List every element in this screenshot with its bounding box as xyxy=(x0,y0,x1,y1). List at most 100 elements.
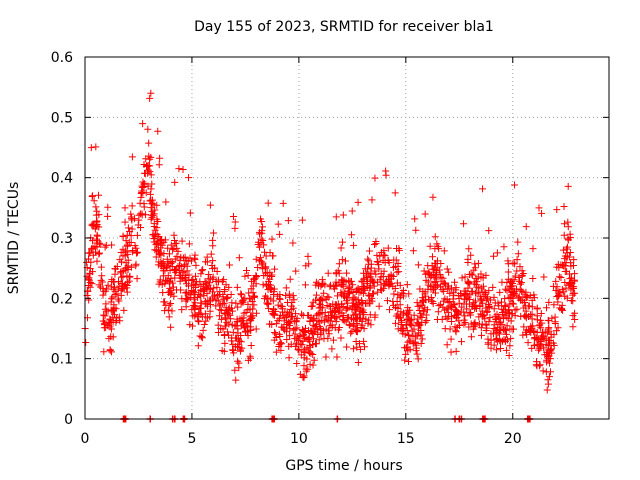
data-point xyxy=(275,330,283,338)
data-point xyxy=(564,223,572,231)
data-point xyxy=(143,162,151,170)
data-point xyxy=(305,349,313,357)
data-point xyxy=(226,315,234,323)
data-point xyxy=(304,311,312,319)
data-point xyxy=(414,261,422,269)
data-point xyxy=(493,249,501,257)
data-point xyxy=(460,320,468,328)
data-point xyxy=(528,296,536,304)
data-point xyxy=(511,181,519,189)
data-point xyxy=(155,258,163,266)
data-point xyxy=(247,341,255,349)
data-point xyxy=(435,302,443,310)
data-point xyxy=(171,274,179,282)
data-point xyxy=(274,301,282,309)
data-point xyxy=(342,318,350,326)
data-point xyxy=(307,327,315,335)
data-point xyxy=(512,291,520,299)
data-point xyxy=(484,340,492,348)
data-point xyxy=(324,334,332,342)
data-point xyxy=(507,294,515,302)
data-point xyxy=(560,231,568,239)
data-point xyxy=(269,297,277,305)
data-point xyxy=(493,327,501,335)
data-point xyxy=(355,300,363,308)
data-point xyxy=(548,314,556,322)
data-point xyxy=(289,239,297,247)
data-point xyxy=(471,260,479,268)
data-point xyxy=(428,297,436,305)
data-point xyxy=(87,245,95,253)
data-point xyxy=(338,290,346,298)
data-point xyxy=(170,292,178,300)
x-tick-label: 0 xyxy=(81,431,90,447)
data-point xyxy=(104,281,112,289)
data-point xyxy=(101,305,109,313)
data-point xyxy=(414,332,422,340)
data-point xyxy=(243,319,251,327)
data-point xyxy=(368,196,376,204)
data-point xyxy=(431,245,439,253)
data-point xyxy=(214,329,222,337)
data-point xyxy=(364,291,372,299)
data-point xyxy=(443,315,451,323)
data-point xyxy=(390,290,398,298)
data-point xyxy=(279,312,287,320)
data-point xyxy=(221,339,229,347)
data-point xyxy=(191,289,199,297)
data-point xyxy=(546,368,554,376)
data-point xyxy=(344,284,352,292)
data-point xyxy=(403,281,411,289)
data-point xyxy=(126,272,134,280)
data-point xyxy=(179,254,187,262)
data-point xyxy=(178,306,186,314)
data-point xyxy=(203,258,211,266)
data-point xyxy=(438,286,446,294)
data-point xyxy=(471,321,479,329)
data-point xyxy=(360,337,368,345)
data-point xyxy=(478,307,486,315)
data-point xyxy=(429,286,437,294)
data-point xyxy=(162,198,170,206)
data-point xyxy=(437,260,445,268)
y-tick-label: 0.3 xyxy=(51,231,73,247)
data-point xyxy=(487,296,495,304)
data-point xyxy=(556,304,564,312)
data-point xyxy=(305,347,313,355)
data-point xyxy=(185,290,193,298)
data-point xyxy=(288,312,296,320)
data-point xyxy=(418,294,426,302)
data-point xyxy=(398,324,406,332)
data-point xyxy=(88,280,96,288)
data-point xyxy=(449,295,457,303)
data-point xyxy=(472,289,480,297)
data-point xyxy=(346,321,354,329)
data-point xyxy=(318,280,326,288)
data-point xyxy=(452,313,460,321)
data-point xyxy=(516,263,524,271)
data-point xyxy=(502,330,510,338)
data-point xyxy=(195,318,203,326)
data-point xyxy=(111,265,119,273)
data-point xyxy=(327,308,335,316)
data-point xyxy=(133,249,141,257)
y-tick-label: 0.5 xyxy=(51,110,73,126)
data-point xyxy=(552,277,560,285)
data-point xyxy=(395,268,403,276)
data-point xyxy=(292,267,300,275)
data-point xyxy=(325,330,333,338)
data-point xyxy=(402,344,410,352)
data-point xyxy=(384,244,392,252)
data-point xyxy=(179,165,187,173)
data-point xyxy=(254,264,262,272)
data-point xyxy=(538,332,546,340)
data-point xyxy=(84,282,92,290)
data-point xyxy=(197,286,205,294)
data-point xyxy=(237,290,245,298)
data-point xyxy=(286,332,294,340)
data-point xyxy=(91,225,99,233)
data-point xyxy=(410,311,418,319)
data-point xyxy=(207,301,215,309)
data-point xyxy=(192,261,200,269)
data-point xyxy=(447,335,455,343)
